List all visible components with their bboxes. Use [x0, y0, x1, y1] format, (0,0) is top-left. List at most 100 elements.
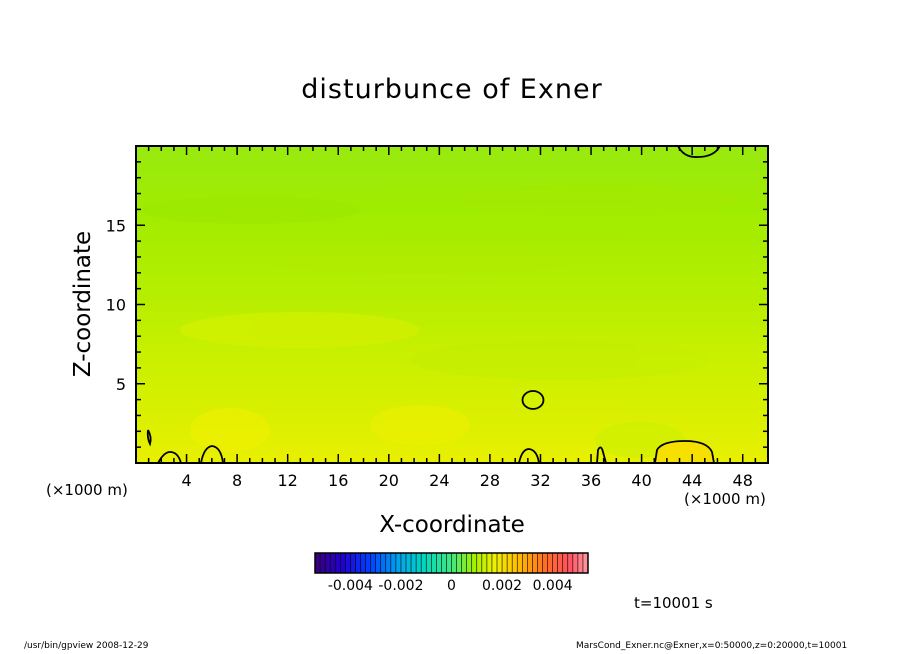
colorbar-swatch — [451, 553, 457, 573]
colorbar-swatch — [320, 553, 326, 573]
colorbar-swatch — [426, 553, 432, 573]
x-tick-label: 8 — [232, 471, 242, 490]
x-tick-label: 12 — [278, 471, 298, 490]
footer-source: MarsCond_Exner.nc@Exner,x=0:50000,z=0:20… — [576, 641, 848, 651]
colorbar-swatch — [441, 553, 447, 573]
colorbar-swatch — [360, 553, 366, 573]
colorbar-swatch — [502, 553, 508, 573]
x-tick-label: 24 — [429, 471, 449, 490]
contour-x44 — [654, 440, 715, 463]
colorbar-swatch — [486, 553, 493, 573]
colorbar-swatch — [380, 553, 387, 573]
x-tick-label: 44 — [682, 471, 702, 490]
colorbar-swatch — [355, 553, 361, 573]
colorbar-swatch — [476, 553, 483, 573]
colorbar-tick-label: -0.004 — [328, 578, 373, 594]
contour-x36 — [596, 446, 607, 463]
colorbar-swatch — [557, 553, 564, 573]
colorbar-swatch — [552, 553, 558, 573]
colorbar-swatch — [416, 553, 422, 573]
y-tick-label: 5 — [116, 375, 126, 394]
colorbar-swatch — [350, 553, 356, 573]
colorbar-swatch — [340, 553, 346, 573]
colorbar-swatch — [390, 553, 397, 573]
colorbar-tick-label: -0.002 — [378, 578, 423, 594]
colorbar-swatch — [446, 553, 452, 573]
colorbar-swatch — [471, 553, 478, 573]
colorbar-swatch — [315, 553, 321, 573]
colorbar-swatch — [522, 553, 528, 573]
x-tick-label: 28 — [480, 471, 500, 490]
colorbar-swatch — [325, 553, 331, 573]
colorbar-swatch — [547, 553, 553, 573]
chart-title: disturbunce of Exner — [301, 74, 603, 105]
colorbar-swatch — [527, 553, 533, 573]
contour-top-right — [677, 146, 721, 158]
contour-x6 — [200, 445, 224, 463]
x-tick-label: 16 — [328, 471, 348, 490]
footer-program: /usr/bin/gpview 2008-12-29 — [24, 641, 149, 651]
x-tick-label: 48 — [733, 471, 753, 490]
colorbar-swatch — [512, 553, 518, 573]
contour-x31-low — [518, 448, 540, 463]
y-tick-label: 10 — [106, 296, 126, 315]
colorbar-swatch — [577, 553, 584, 573]
colorbar-swatch — [497, 553, 503, 573]
x-tick-label: 32 — [530, 471, 550, 490]
x-ticks: 4 8 12 16 20 24 28 32 36 40 44 48 — [147, 146, 757, 490]
contour-left-edge — [146, 429, 152, 447]
colorbar-swatch — [456, 553, 462, 573]
colorbar-swatch — [481, 553, 488, 573]
colorbar-swatch — [406, 553, 412, 573]
y-axis-label: Z-coordinate — [70, 230, 96, 378]
colorbar-swatch — [345, 553, 351, 573]
x-axis-label: X-coordinate — [379, 512, 525, 538]
colorbar-swatch — [491, 553, 498, 573]
colorbar-swatch — [567, 553, 574, 573]
contour-x31-high — [521, 390, 545, 410]
colorbar-tick-label: 0.002 — [482, 578, 522, 594]
colorbar-swatch — [537, 553, 543, 573]
colorbar-swatch — [517, 553, 523, 573]
colorbar-tick-label: 0 — [447, 578, 456, 594]
high-anomaly-patches — [655, 441, 714, 463]
colorbar-swatch — [411, 553, 417, 573]
colorbar-swatch — [375, 553, 382, 573]
colorbar-swatch — [582, 553, 589, 573]
colorbar-swatch — [436, 553, 442, 573]
y-tick-label: 15 — [106, 216, 126, 235]
contour-x2 — [157, 451, 182, 463]
x-unit-label-right: (×1000 m) — [684, 490, 766, 508]
colorbar-swatch — [365, 553, 371, 573]
x-tick-label: 36 — [581, 471, 601, 490]
colorbar-swatch — [370, 553, 376, 573]
colorbar-swatch — [395, 553, 402, 573]
colorbar-swatch — [400, 553, 407, 573]
colorbar-swatch — [385, 553, 392, 573]
colorbar-swatch — [562, 553, 569, 573]
field-blotches — [140, 184, 740, 458]
time-label: t=10001 s — [634, 594, 713, 612]
x-tick-label: 40 — [631, 471, 651, 490]
y-ticks: 5 10 15 — [106, 161, 768, 448]
colorbar-swatch — [431, 553, 437, 573]
contours — [146, 146, 721, 463]
colorbar: -0.004 -0.002 0 0.002 0.004 — [314, 552, 589, 594]
colorbar-swatch — [466, 553, 473, 573]
x-unit-label-left: (×1000 m) — [46, 481, 128, 499]
colorbar-swatch — [330, 553, 336, 573]
colorbar-swatch — [461, 553, 467, 573]
contour-fill-44 — [655, 441, 714, 463]
colorbar-swatch — [532, 553, 538, 573]
colorbar-tick-label: 0.004 — [533, 578, 573, 594]
colorbar-swatch — [335, 553, 341, 573]
colorbar-swatch — [421, 553, 427, 573]
colorbar-swatch — [507, 553, 513, 573]
colorbar-frame — [314, 552, 589, 574]
colorbar-swatch — [572, 553, 579, 573]
x-tick-label: 4 — [181, 471, 191, 490]
colorbar-swatch — [542, 553, 548, 573]
x-tick-label: 20 — [379, 471, 399, 490]
